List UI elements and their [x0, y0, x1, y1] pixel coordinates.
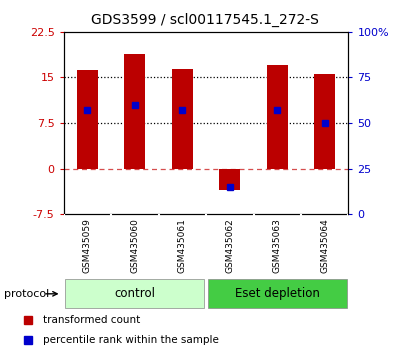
Bar [124, 55, 145, 169]
Text: control: control [114, 287, 155, 300]
Text: transformed count: transformed count [43, 315, 140, 325]
Text: GSM435060: GSM435060 [130, 218, 139, 274]
Bar [313, 74, 335, 169]
Text: GSM435063: GSM435063 [272, 218, 281, 274]
Text: GSM435061: GSM435061 [178, 218, 187, 274]
Text: GSM435062: GSM435062 [225, 219, 234, 273]
Text: GSM435059: GSM435059 [83, 218, 92, 274]
Text: percentile rank within the sample: percentile rank within the sample [43, 335, 218, 346]
FancyBboxPatch shape [65, 280, 204, 308]
Bar [76, 70, 98, 169]
Bar [218, 169, 240, 190]
Bar [266, 65, 287, 169]
Text: protocol: protocol [4, 289, 49, 299]
Bar [171, 69, 193, 169]
Text: GSM435064: GSM435064 [319, 219, 328, 273]
Text: GDS3599 / scl00117545.1_272-S: GDS3599 / scl00117545.1_272-S [91, 12, 318, 27]
FancyBboxPatch shape [207, 280, 346, 308]
Text: Eset depletion: Eset depletion [234, 287, 319, 300]
